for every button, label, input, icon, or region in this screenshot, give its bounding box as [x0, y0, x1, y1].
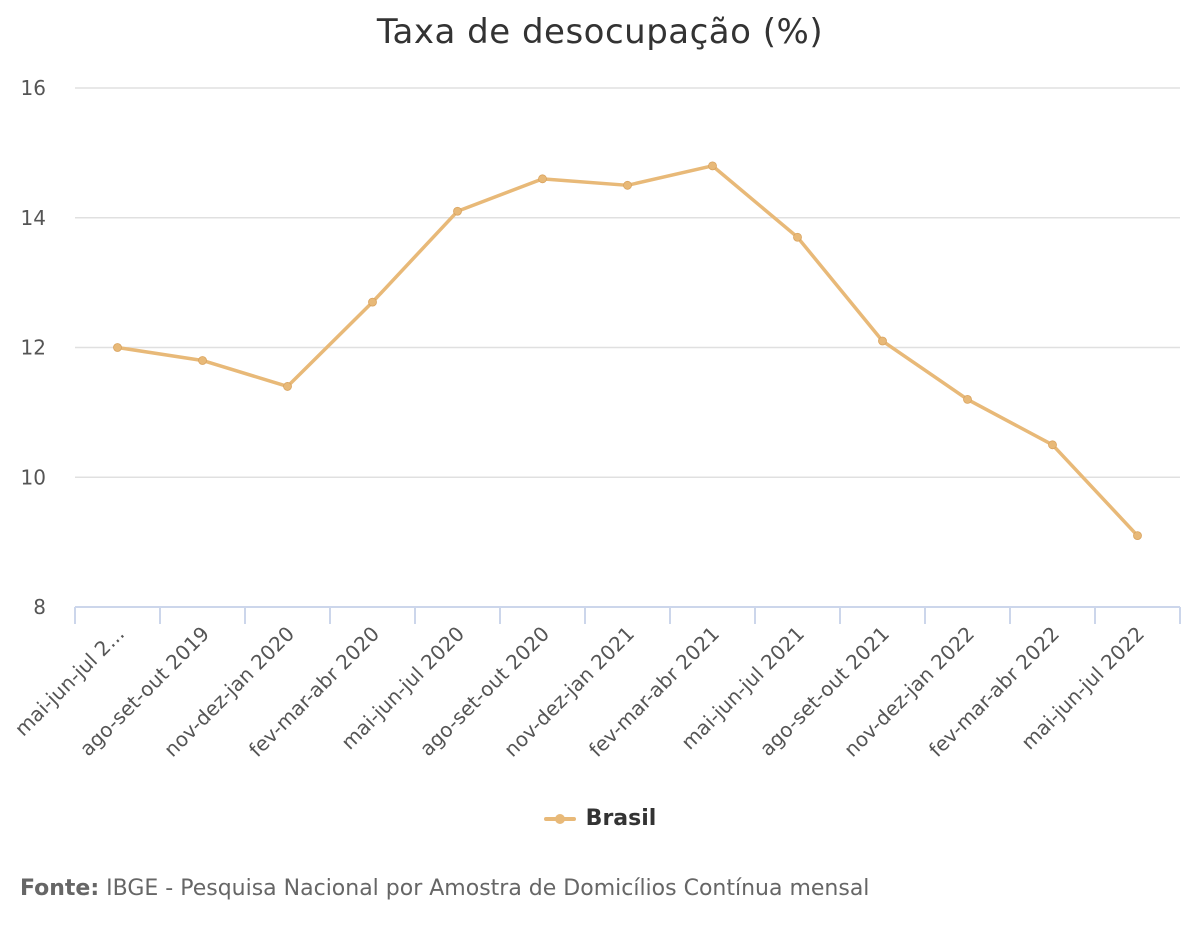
legend-label: Brasil [585, 806, 657, 831]
chart-title: Taxa de desocupação (%) [376, 12, 824, 52]
data-point[interactable] [538, 174, 547, 184]
line-chart: 8 10 12 14 16 mai-jun-jul 2...ago-set-out 20… [10, 76, 1181, 762]
source-prefix: Fonte: [20, 876, 100, 901]
data-point[interactable] [963, 394, 972, 404]
legend: Brasil [0, 806, 1200, 831]
legend-swatch [543, 813, 576, 824]
data-point[interactable] [113, 343, 122, 352]
data-point[interactable] [878, 336, 887, 346]
gridlines [75, 87, 1180, 478]
y-axis-ticks: 8 10 12 14 16 [21, 76, 46, 619]
data-point[interactable] [368, 297, 377, 307]
y-tick-label: 12 [21, 336, 46, 360]
data-point[interactable] [1048, 440, 1057, 450]
x-axis [74, 606, 1181, 624]
y-tick-label: 16 [21, 76, 46, 100]
series-brasil[interactable] [113, 161, 1142, 541]
y-tick-label: 14 [21, 206, 46, 230]
legend-item-brasil[interactable]: Brasil [543, 806, 657, 831]
source-text: IBGE - Pesquisa Nacional por Amostra de … [99, 876, 870, 901]
data-point[interactable] [283, 382, 292, 391]
data-point[interactable] [623, 180, 632, 190]
data-point[interactable] [453, 206, 462, 216]
data-point[interactable] [198, 356, 207, 365]
source-note: Fonte: IBGE - Pesquisa Nacional por Amos… [20, 876, 869, 901]
series-line[interactable] [115, 164, 1140, 538]
y-tick-label: 10 [21, 465, 46, 489]
data-point[interactable] [793, 232, 802, 242]
y-tick-label: 8 [33, 595, 46, 619]
x-axis-ticks: mai-jun-jul 2...ago-set-out 2019nov-dez-… [10, 622, 1149, 762]
data-point[interactable] [708, 161, 717, 171]
data-point[interactable] [1133, 531, 1142, 541]
